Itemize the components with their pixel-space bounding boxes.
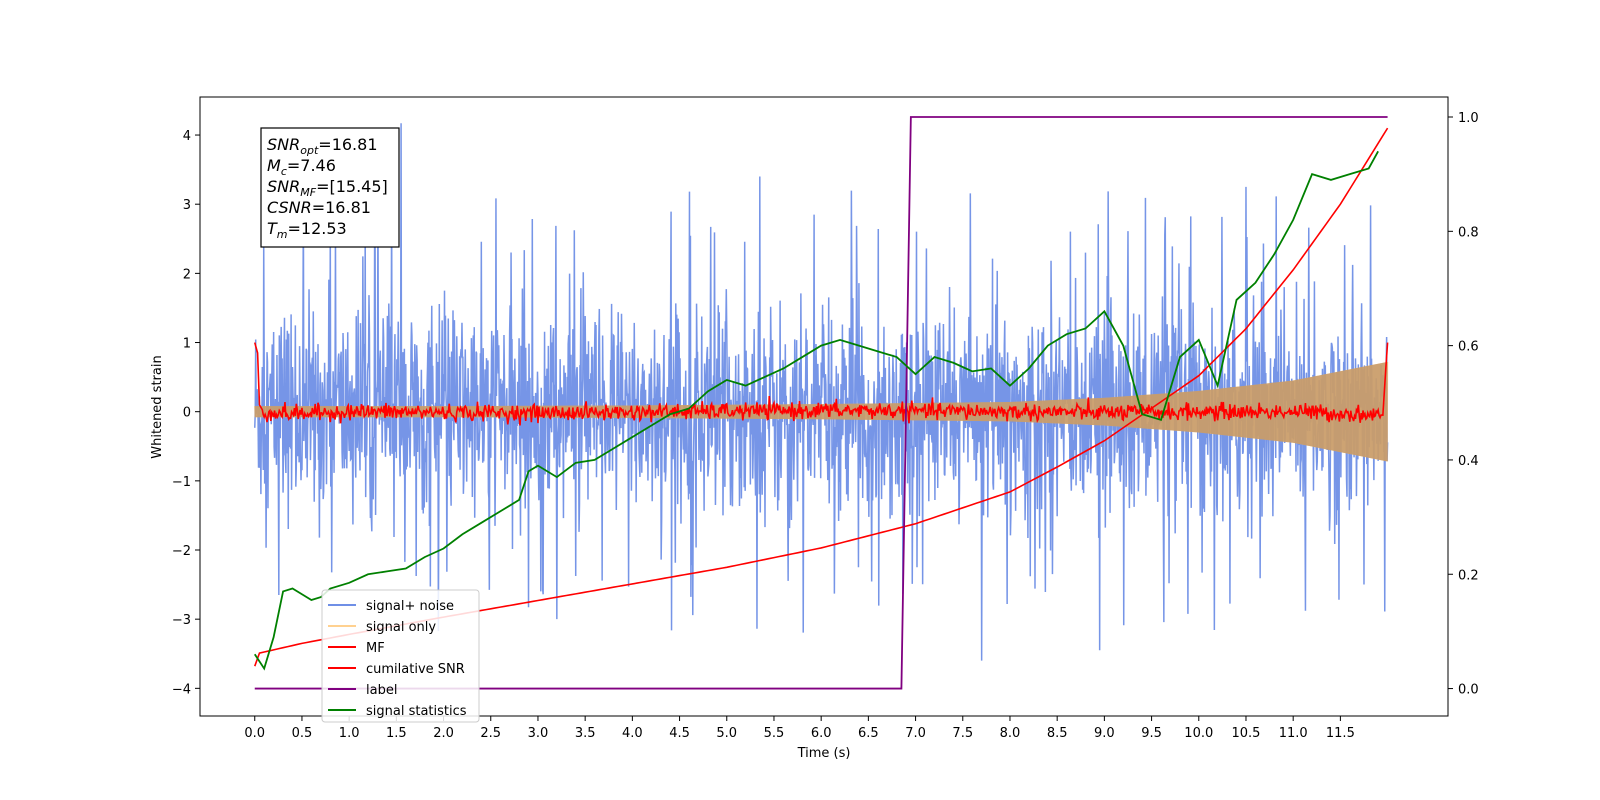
series-label-line [254,116,1388,690]
y-tick-label-left: 4 [183,129,191,144]
x-tick-label: 9.0 [1094,726,1115,741]
x-tick-label: 11.0 [1279,726,1308,741]
y-tick-label-right: 0.0 [1458,683,1479,698]
x-tick-label: 2.5 [480,726,501,741]
annotation-line: Mc=7.46 [267,156,336,178]
legend-label: cumilative SNR [366,662,465,677]
legend-frame [321,589,480,723]
x-tick-label: 4.5 [669,726,690,741]
x-tick-label: 5.0 [716,726,737,741]
annotation-symbol: CSNR [267,198,312,217]
y-tick-label-right: 1.0 [1458,111,1479,126]
x-tick-label: 1.0 [339,726,360,741]
series-signal-statistics-line [253,150,1379,671]
annotation-value: =16.81 [318,135,377,154]
annotation-symbol: M [267,156,281,175]
annotation-subscript: opt [300,144,319,157]
annotation-value: =12.53 [288,219,347,238]
x-tick-label: 0.0 [244,726,265,741]
annotation-line: CSNR=16.81 [267,198,371,217]
y-tick-label-left: 0 [183,406,191,421]
annotation-box: SNRopt=16.81Mc=7.46SNRMF=[15.45]CSNR=16.… [260,127,400,248]
legend-label: signal statistics [366,704,467,719]
x-tick-label: 3.5 [575,726,596,741]
x-tick-label: 6.5 [858,726,879,741]
x-tick-label: 10.5 [1232,726,1261,741]
y-tick-label-right: 0.8 [1458,225,1479,240]
y-tick-label-right: 0.4 [1458,454,1479,469]
y-tick-label-left: −4 [172,682,191,697]
x-tick-label: 3.0 [528,726,549,741]
x-tick-label: 10.0 [1184,726,1213,741]
y-axis-label-left: Whitened strain [150,355,165,458]
y-tick-label-left: 1 [183,337,191,352]
x-tick-label: 5.5 [764,726,785,741]
series-mf-line [253,342,1389,426]
legend-label: signal only [366,620,436,635]
annotation-symbol: SNR [267,177,300,196]
x-tick-label: 8.5 [1047,726,1068,741]
annotation-line: SNRopt=16.81 [267,135,378,157]
annotation-line: SNRMF=[15.45] [267,177,388,199]
x-tick-label: 4.0 [622,726,643,741]
y-axis-right: 1.0 0.8 0.6 0.4 0.2 0.0 [1448,111,1479,698]
annotation-value: =[15.45] [316,177,388,196]
legend-label: signal+ noise [366,599,454,614]
y-axis-left: 4 3 2 1 0 −1 −2 −3 −4 [172,129,200,697]
x-tick-label: 11.5 [1326,726,1355,741]
x-tick-label: 8.0 [1000,726,1021,741]
y-tick-label-left: −1 [172,475,191,490]
annotation-subscript: m [277,228,288,241]
x-axis: 0.0 0.5 1.0 1.5 2.0 2.5 3.0 3.5 4.0 4.5 5.0 5.5 6.0 6… [244,716,1355,741]
y-tick-label-left: 2 [183,267,191,282]
annotation-box-frame [260,127,400,248]
annotation-line: Tm=12.53 [267,219,347,241]
annotation-value: =16.81 [312,198,371,217]
x-tick-label: 7.5 [952,726,973,741]
x-tick-label: 9.5 [1141,726,1162,741]
y-tick-label-left: −3 [172,613,191,628]
y-tick-label-left: −2 [172,544,191,559]
y-tick-label-right: 0.6 [1458,340,1479,355]
x-tick-label: 6.0 [811,726,832,741]
x-tick-label: 1.5 [386,726,407,741]
x-axis-label: Time (s) [797,746,851,761]
annotation-value: =7.46 [287,156,336,175]
legend-label: MF [366,641,385,656]
x-tick-label: 7.0 [905,726,926,741]
annotation-symbol: SNR [267,135,300,154]
x-tick-label: 2.0 [433,726,454,741]
annotation-subscript: c [281,165,287,178]
annotation-symbol: T [267,219,278,238]
plot-frame [199,96,1449,717]
annotation-subscript: MF [300,186,316,199]
legend: signal+ noise signal only MF cumilative SNR… [321,589,480,723]
y-tick-label-left: 3 [183,198,191,213]
legend-label: label [366,683,397,698]
x-tick-label: 0.5 [292,726,313,741]
series-signal-only-envelope [254,361,1388,462]
y-tick-label-right: 0.2 [1458,568,1479,583]
